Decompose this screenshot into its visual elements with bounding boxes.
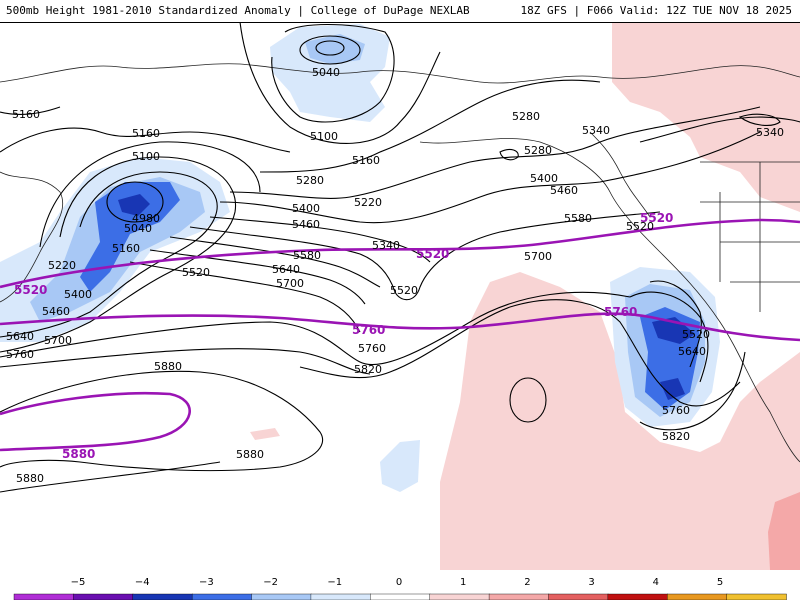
- colorbar-cell: [132, 593, 193, 600]
- contour-label: 5700: [44, 334, 72, 347]
- model-run-info: 18Z GFS | F066 Valid: 12Z TUE NOV 18 202…: [520, 4, 792, 17]
- colorbar-tick-label: 0: [396, 577, 402, 588]
- colorbar-cell: [429, 593, 490, 600]
- contour-label: 5100: [132, 150, 160, 163]
- contour-label: 5760: [662, 404, 690, 417]
- contour-label: 5820: [662, 430, 690, 443]
- contour-label: 5820: [354, 363, 382, 376]
- highlight-label: 5520: [640, 211, 673, 225]
- contour-label: 5160: [112, 242, 140, 255]
- contour-label: 5460: [550, 184, 578, 197]
- anomaly-shading: [0, 22, 800, 570]
- colorbar-tick-label: 3: [588, 577, 594, 588]
- contour-label: 5040: [312, 66, 340, 79]
- colorbar-cell: [607, 593, 668, 600]
- contour-label: 5700: [524, 250, 552, 263]
- colorbar-tick-label: −4: [135, 577, 150, 588]
- contour-label: 5580: [564, 212, 592, 225]
- colorbar-cell: [726, 593, 787, 600]
- negative-anomaly-west-core: [80, 182, 180, 292]
- positive-anomaly-southeast: [768, 492, 800, 570]
- contour-label: 5880: [16, 472, 44, 485]
- colorbar-tick-label: 2: [524, 577, 530, 588]
- map-title: 500mb Height 1981-2010 Standardized Anom…: [6, 4, 470, 17]
- negative-anomaly-north-core: [305, 34, 365, 64]
- colorbar-cell: [488, 593, 550, 600]
- colorbar-tick-label: 5: [717, 577, 723, 588]
- contour-label: 5520: [626, 220, 654, 233]
- colorbar-cell: [251, 593, 312, 600]
- weather-map: 5160 5160 5100 4980 5040 5160 5220 5400 …: [0, 22, 800, 570]
- coastlines: [0, 63, 800, 463]
- contour-label: 5160: [352, 154, 380, 167]
- negative-anomaly-west-deep: [118, 194, 150, 216]
- contour-label: 5340: [582, 124, 610, 137]
- colorbar-cell: [191, 593, 253, 600]
- contour-label: 5400: [64, 288, 92, 301]
- contour-label: 5520: [390, 284, 418, 297]
- colorbar-cell: [548, 593, 609, 600]
- highlight-label: 5760: [352, 323, 385, 337]
- contour-label: 5160: [132, 127, 160, 140]
- contour-label: 5280: [512, 110, 540, 123]
- contour-label: 5700: [276, 277, 304, 290]
- contour-label: 5160: [12, 108, 40, 121]
- colorbar-tick-label: 1: [460, 577, 466, 588]
- contour-label: 5100: [310, 130, 338, 143]
- contour-label: 5880: [154, 360, 182, 373]
- contour-label: 5340: [372, 239, 400, 252]
- contour-label: 5340: [756, 126, 784, 139]
- highlight-contour-labels: 5520 5520 5520 5760 5760 5880: [14, 211, 673, 461]
- colorbar-tick-label: −5: [71, 577, 86, 588]
- positive-anomaly-northeast: [612, 22, 800, 212]
- colorbar-cell: [667, 593, 728, 600]
- negative-anomaly-south: [380, 440, 420, 492]
- highlight-label: 5520: [14, 283, 47, 297]
- colorbar-cell: [73, 593, 134, 600]
- contour-label: 5520: [182, 266, 210, 279]
- contour-label: 5400: [530, 172, 558, 185]
- highlight-contours: [0, 218, 800, 452]
- colorbar-cell: [13, 593, 75, 600]
- contour-label: 5220: [354, 196, 382, 209]
- contour-label: 5880: [236, 448, 264, 461]
- contour-label: 5040: [124, 222, 152, 235]
- colorbar-cell: [310, 593, 372, 600]
- colorbar-ticks: −5 −4 −3 −2 −1 0 1 2 3 4 5: [71, 577, 724, 588]
- contour-label: 5760: [6, 348, 34, 361]
- contour-label: 5220: [48, 259, 76, 272]
- highlight-label: 5760: [604, 305, 637, 319]
- contour-label: 5580: [293, 249, 321, 262]
- colorbar-tick-label: 4: [653, 577, 659, 588]
- contour-label: 4980: [132, 212, 160, 225]
- map-title-bar: 500mb Height 1981-2010 Standardized Anom…: [0, 0, 800, 23]
- anomaly-colorbar: −5 −4 −3 −2 −1 0 1 2 3 4 5: [13, 577, 787, 600]
- negative-anomaly-east-deep-2: [660, 378, 685, 400]
- negative-anomaly-east-deep: [652, 317, 695, 344]
- colorbar-tick-label: −2: [263, 577, 278, 588]
- contour-label: 5400: [292, 202, 320, 215]
- positive-anomaly-central-pacific: [440, 272, 800, 570]
- contour-label: 5460: [292, 218, 320, 231]
- contour-label: 5520: [682, 328, 710, 341]
- contour-label: 5640: [6, 330, 34, 343]
- contour-label: 5280: [524, 144, 552, 157]
- contour-labels: 5160 5160 5100 4980 5040 5160 5220 5400 …: [6, 66, 784, 485]
- positive-anomaly-small: [250, 428, 280, 440]
- highlight-label: 5880: [62, 447, 95, 461]
- contour-label: 5640: [272, 263, 300, 276]
- colorbar-tick-label: −3: [199, 577, 214, 588]
- contour-label: 5460: [42, 305, 70, 318]
- colorbar-cell: [370, 593, 431, 600]
- contour-label: 5280: [296, 174, 324, 187]
- colorbar-cells: [13, 593, 787, 600]
- contour-label: 5760: [358, 342, 386, 355]
- contour-label: 5640: [678, 345, 706, 358]
- highlight-label: 5520: [416, 247, 449, 261]
- colorbar-tick-label: −1: [327, 577, 342, 588]
